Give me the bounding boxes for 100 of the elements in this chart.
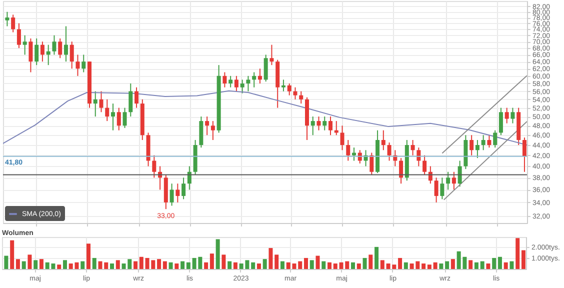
bar bbox=[57, 264, 62, 269]
candlestick bbox=[11, 14, 16, 33]
candlestick bbox=[522, 137, 526, 172]
bar bbox=[304, 258, 308, 269]
bar bbox=[157, 259, 162, 269]
bar bbox=[222, 254, 226, 269]
candlestick bbox=[481, 134, 486, 151]
candlestick bbox=[458, 160, 462, 188]
bar bbox=[216, 239, 220, 269]
candlestick bbox=[182, 177, 186, 200]
bar bbox=[510, 261, 514, 269]
candlestick bbox=[210, 120, 215, 141]
candlestick bbox=[128, 82, 133, 118]
candlestick bbox=[346, 140, 350, 162]
bar bbox=[139, 256, 144, 269]
bar bbox=[92, 258, 96, 269]
bar bbox=[186, 262, 190, 269]
bar bbox=[486, 263, 490, 269]
bar bbox=[351, 262, 356, 269]
bar bbox=[398, 258, 402, 269]
candlestick bbox=[34, 38, 39, 66]
bar bbox=[422, 263, 426, 269]
candlestick bbox=[299, 90, 304, 104]
bar bbox=[268, 248, 273, 269]
candlestick bbox=[176, 183, 180, 203]
candlestick bbox=[470, 134, 474, 156]
bar bbox=[445, 261, 450, 269]
candlestick bbox=[422, 154, 427, 176]
candlestick bbox=[440, 177, 444, 200]
candlestick bbox=[70, 41, 74, 70]
candlestick bbox=[134, 86, 139, 108]
bar bbox=[251, 262, 256, 269]
bar bbox=[280, 261, 284, 269]
candlestick bbox=[498, 107, 503, 136]
candlestick bbox=[475, 140, 480, 159]
bar bbox=[374, 246, 379, 269]
bar bbox=[233, 262, 238, 269]
candlestick bbox=[58, 38, 62, 59]
bar bbox=[162, 261, 167, 269]
bar bbox=[228, 261, 232, 269]
bar bbox=[328, 262, 332, 269]
candlestick bbox=[28, 38, 33, 73]
candlestick bbox=[316, 116, 321, 131]
bar bbox=[62, 260, 67, 269]
candlestick bbox=[281, 79, 286, 92]
candlestick bbox=[170, 183, 174, 206]
candlestick bbox=[270, 44, 274, 66]
candlestick bbox=[452, 171, 456, 190]
bar bbox=[474, 262, 478, 269]
candlestick bbox=[228, 75, 233, 88]
candlestick bbox=[52, 34, 56, 56]
candlestick bbox=[105, 98, 110, 122]
candlestick bbox=[322, 116, 327, 131]
candlestick bbox=[328, 116, 332, 136]
candlestick bbox=[310, 116, 315, 136]
bar bbox=[16, 259, 20, 269]
bar bbox=[516, 238, 520, 269]
candlestick bbox=[504, 107, 509, 124]
bar bbox=[322, 261, 326, 269]
candlestick bbox=[22, 34, 27, 56]
candlestick bbox=[152, 154, 156, 178]
bar bbox=[210, 254, 214, 269]
candlestick bbox=[40, 41, 44, 62]
bar bbox=[404, 262, 408, 269]
candlestick bbox=[199, 116, 204, 148]
bar bbox=[450, 259, 455, 269]
bar bbox=[34, 260, 38, 269]
candlestick bbox=[381, 130, 386, 151]
bar bbox=[380, 260, 384, 269]
bar bbox=[316, 256, 320, 269]
candlestick bbox=[99, 90, 104, 113]
bar bbox=[498, 256, 502, 269]
bar bbox=[492, 258, 496, 269]
bar bbox=[22, 261, 26, 269]
bar bbox=[362, 258, 367, 269]
candlestick bbox=[293, 86, 298, 100]
bar bbox=[134, 261, 138, 269]
candlestick bbox=[222, 72, 227, 88]
bar bbox=[298, 261, 302, 269]
bar bbox=[28, 254, 32, 269]
bar bbox=[174, 263, 179, 269]
candlestick bbox=[5, 11, 10, 27]
candlestick bbox=[205, 116, 210, 136]
bar bbox=[110, 263, 114, 269]
candlestick bbox=[510, 107, 515, 124]
bar bbox=[180, 261, 185, 269]
candlestick bbox=[76, 54, 80, 76]
candlestick bbox=[410, 140, 415, 156]
bar bbox=[204, 262, 208, 269]
bar bbox=[368, 254, 373, 269]
bar bbox=[433, 262, 438, 269]
candlestick bbox=[287, 82, 292, 96]
candlestick bbox=[493, 130, 498, 148]
bar bbox=[86, 244, 90, 269]
bar bbox=[274, 254, 279, 269]
candlestick bbox=[246, 75, 250, 92]
bar bbox=[10, 240, 14, 269]
candlestick bbox=[16, 22, 21, 49]
bar bbox=[168, 262, 173, 269]
bar bbox=[521, 250, 526, 269]
